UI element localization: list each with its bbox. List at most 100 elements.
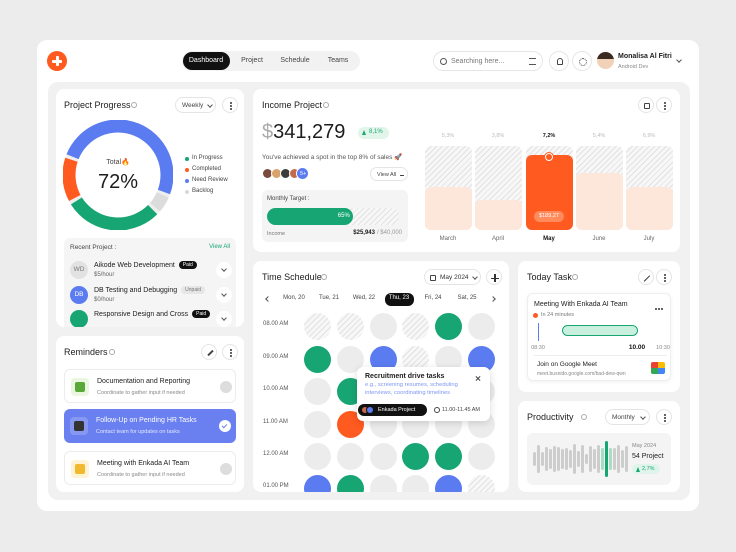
view-all-button[interactable]: View All	[370, 167, 408, 181]
expand-button[interactable]	[216, 262, 232, 278]
menu-dot	[661, 308, 663, 310]
income-amount: $341,279	[262, 120, 345, 144]
reminder-emoji	[74, 421, 84, 431]
schedule-slot[interactable]	[336, 312, 364, 340]
month-selector[interactable]: May 2024	[424, 269, 481, 285]
project-row[interactable]: Aikode Web Development Paid	[94, 261, 197, 269]
nav-item[interactable]: Teams	[327, 56, 349, 64]
add-button[interactable]	[486, 269, 502, 285]
chevron-icon	[207, 101, 213, 108]
schedule-slot[interactable]	[467, 312, 495, 340]
expand-button[interactable]	[216, 311, 232, 327]
project-row[interactable]: Responsive Design and Cross Paid	[94, 310, 211, 318]
period-dropdown[interactable]: Weekly	[175, 97, 216, 113]
project-avatar: DB	[70, 286, 88, 304]
project-name: Aikode Web Development	[94, 261, 175, 269]
user-avatar[interactable]	[597, 52, 614, 69]
schedule-slot[interactable]	[303, 312, 331, 340]
card-title: Project Progress	[64, 99, 131, 110]
info-icon	[572, 274, 578, 280]
project-initials: DB	[74, 291, 84, 299]
productivity-box: May 2024 54 Project 2,7%	[527, 433, 671, 485]
schedule-slot[interactable]	[434, 312, 462, 340]
month-label: May 2024	[440, 274, 469, 282]
period-dropdown[interactable]: Monthly	[605, 409, 650, 425]
meeting-title: Meeting With Enkada AI Team	[534, 300, 628, 308]
chevron-icon	[472, 273, 478, 280]
schedule-slot[interactable]	[401, 442, 429, 470]
menu-button[interactable]	[656, 97, 672, 113]
logo[interactable]	[47, 51, 67, 71]
done-toggle[interactable]	[220, 381, 232, 393]
calendar-button[interactable]	[638, 97, 654, 113]
menu-dot	[663, 273, 666, 276]
menu-button[interactable]	[656, 409, 672, 425]
wave-bar	[553, 445, 556, 473]
menu-button[interactable]	[222, 344, 238, 360]
day-label[interactable]: Mon, 20	[283, 295, 305, 302]
schedule-slot[interactable]	[434, 474, 462, 492]
schedule-slot[interactable]	[401, 474, 429, 492]
schedule-slot[interactable]	[401, 312, 429, 340]
reminder-item[interactable]: Follow-Up on Pending HR Tasks Contact tea…	[64, 409, 236, 443]
notification-button[interactable]	[549, 51, 569, 71]
project-row[interactable]: DB Testing and Debugging Unpaid	[94, 286, 206, 294]
settings-button[interactable]	[572, 51, 592, 71]
divider	[534, 355, 667, 356]
menu-dot	[663, 276, 666, 279]
day-label[interactable]: Sat, 25	[457, 295, 477, 302]
day-label[interactable]: Tue, 21	[318, 295, 340, 302]
nav-item[interactable]: Project	[241, 56, 263, 64]
done-toggle[interactable]	[219, 420, 231, 432]
expand-button[interactable]	[216, 287, 232, 303]
menu-button[interactable]	[656, 269, 672, 285]
event-popup[interactable]: Recruitment drive tasks e.g., screening r…	[357, 367, 490, 421]
chevron-icon	[221, 266, 227, 272]
schedule-slot[interactable]	[303, 442, 331, 470]
schedule-slot[interactable]	[369, 312, 397, 340]
reminder-item[interactable]: Documentation and Reporting Coordinate to…	[64, 369, 236, 403]
schedule-slot[interactable]	[303, 377, 331, 405]
close-button[interactable]	[473, 373, 483, 383]
day-label[interactable]: Thu, 23	[388, 295, 410, 302]
productivity-projects: 54 Project	[632, 452, 664, 460]
bell-icon	[557, 58, 563, 65]
schedule-slot[interactable]	[336, 474, 364, 492]
schedule-card: Time Schedule May 2024 Mon, 20 Tue, 21 Wed, …	[253, 261, 509, 492]
schedule-slot[interactable]	[303, 410, 331, 438]
month-change: 7,2%	[542, 132, 556, 139]
menu-dot	[663, 279, 666, 282]
view-all-link[interactable]: View All	[209, 244, 230, 251]
reminder-item[interactable]: Meeting with Enkada AI Team Coordinate to…	[64, 451, 236, 485]
project-name: DB Testing and Debugging	[94, 286, 178, 294]
income-progress: $25,943/ $40,000	[351, 230, 402, 236]
donut-chart	[63, 120, 173, 230]
menu-button[interactable]	[222, 97, 238, 113]
legend-dot	[185, 157, 189, 161]
reminder-icon	[70, 417, 88, 435]
schedule-slot[interactable]	[369, 442, 397, 470]
schedule-slot[interactable]	[434, 442, 462, 470]
done-toggle[interactable]	[220, 463, 232, 475]
join-label[interactable]: Join on Google Meet	[537, 361, 597, 369]
edit-button[interactable]	[201, 344, 217, 360]
schedule-slot[interactable]	[303, 345, 331, 373]
schedule-slot[interactable]	[467, 442, 495, 470]
meet-link[interactable]: meet.busnido.google.com/bad-dew-qwn	[537, 371, 626, 377]
schedule-slot[interactable]	[467, 474, 495, 492]
schedule-slot[interactable]	[369, 474, 397, 492]
search-box[interactable]: Searching here...	[433, 51, 543, 71]
schedule-slot[interactable]	[303, 474, 331, 492]
search-placeholder: Searching here...	[451, 57, 505, 65]
open-button[interactable]	[638, 269, 654, 285]
wave-bar	[569, 449, 572, 469]
day-label[interactable]: Wed, 22	[352, 295, 376, 302]
time-label: 08.00 AM	[263, 321, 289, 328]
day-label[interactable]: Fri, 24	[424, 295, 442, 302]
schedule-slot[interactable]	[336, 442, 364, 470]
chevron-icon	[265, 295, 271, 302]
nav-item[interactable]: Schedule	[280, 56, 310, 64]
nav-item[interactable]: Dashboard	[188, 56, 224, 64]
pen-icon	[207, 349, 214, 357]
